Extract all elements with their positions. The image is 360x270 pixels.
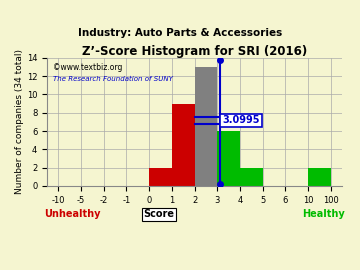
Bar <box>308 168 331 186</box>
Text: 3.0995: 3.0995 <box>222 116 260 126</box>
Title: Z’-Score Histogram for SRI (2016): Z’-Score Histogram for SRI (2016) <box>82 45 307 58</box>
Text: Healthy: Healthy <box>302 209 345 219</box>
Text: ©www.textbiz.org: ©www.textbiz.org <box>53 63 122 72</box>
Text: Industry: Auto Parts & Accessories: Industry: Auto Parts & Accessories <box>78 28 282 38</box>
Y-axis label: Number of companies (34 total): Number of companies (34 total) <box>15 49 24 194</box>
Bar <box>149 168 172 186</box>
Bar <box>217 131 240 186</box>
Bar <box>240 168 263 186</box>
Text: The Research Foundation of SUNY: The Research Foundation of SUNY <box>53 76 173 82</box>
Text: Score: Score <box>144 209 175 219</box>
Bar <box>195 67 217 186</box>
Bar <box>172 103 195 186</box>
Text: Unhealthy: Unhealthy <box>44 209 100 219</box>
